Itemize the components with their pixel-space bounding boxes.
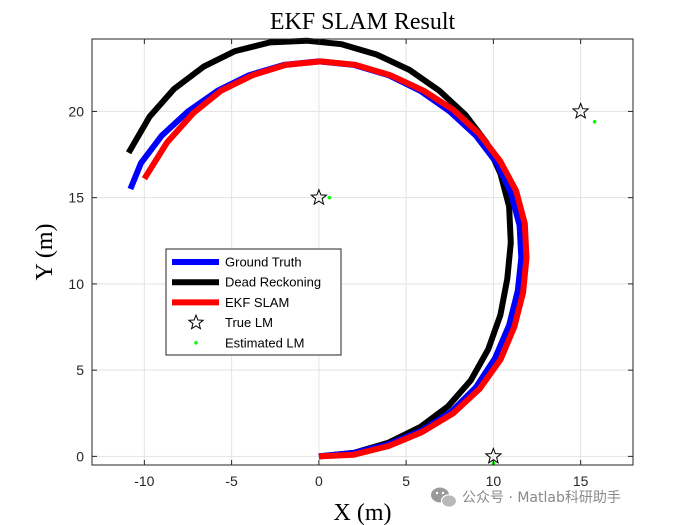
legend-label-ground-truth: Ground Truth [225, 255, 302, 270]
true-lm-marker [571, 102, 590, 120]
legend-swatch-true-lm [187, 313, 205, 330]
axis-ticks: -10 -5 0 5 10 15 0 5 10 15 20 [68, 39, 633, 489]
y-axis-label: Y (m) [32, 223, 58, 280]
axes-frame [91, 38, 634, 466]
x-tick-label: 5 [402, 473, 410, 489]
legend-label-ekf-slam: EKF SLAM [225, 295, 289, 310]
y-tick-label: 10 [68, 276, 84, 292]
y-tick-label: 0 [76, 448, 84, 464]
legend-label-true-lm: True LM [225, 315, 273, 330]
x-tick-label: 10 [486, 473, 502, 489]
legend-swatch-estimated-lm [194, 341, 198, 345]
x-axis-label: X (m) [334, 500, 392, 525]
x-tick-label: -10 [134, 473, 154, 489]
wechat-icon [431, 487, 458, 508]
legend-label-estimated-lm: Estimated LM [225, 335, 304, 350]
grid-lines [92, 39, 633, 465]
true-lm-marker [484, 446, 503, 464]
y-tick-label: 5 [76, 362, 84, 378]
true-lm-marker [309, 188, 328, 206]
x-tick-label: -5 [225, 473, 238, 489]
legend-label-dead-reckoning: Dead Reckoning [225, 275, 321, 290]
watermark: 公众号 · Matlab科研助手 [431, 487, 621, 508]
y-tick-label: 20 [68, 103, 84, 119]
estimated-lm-marker [592, 119, 597, 124]
chart-title: EKF SLAM Result [270, 9, 456, 35]
plot-series [126, 37, 597, 466]
legend: Ground Truth Dead Reckoning EKF SLAM True L… [165, 248, 342, 356]
estimated-lm-marker [327, 195, 332, 200]
x-tick-label: 15 [573, 473, 589, 489]
x-tick-label: 0 [315, 473, 323, 489]
watermark-text: 公众号 · Matlab科研助手 [462, 490, 621, 506]
ekf-slam-line [141, 58, 530, 460]
y-tick-label: 15 [68, 190, 84, 206]
